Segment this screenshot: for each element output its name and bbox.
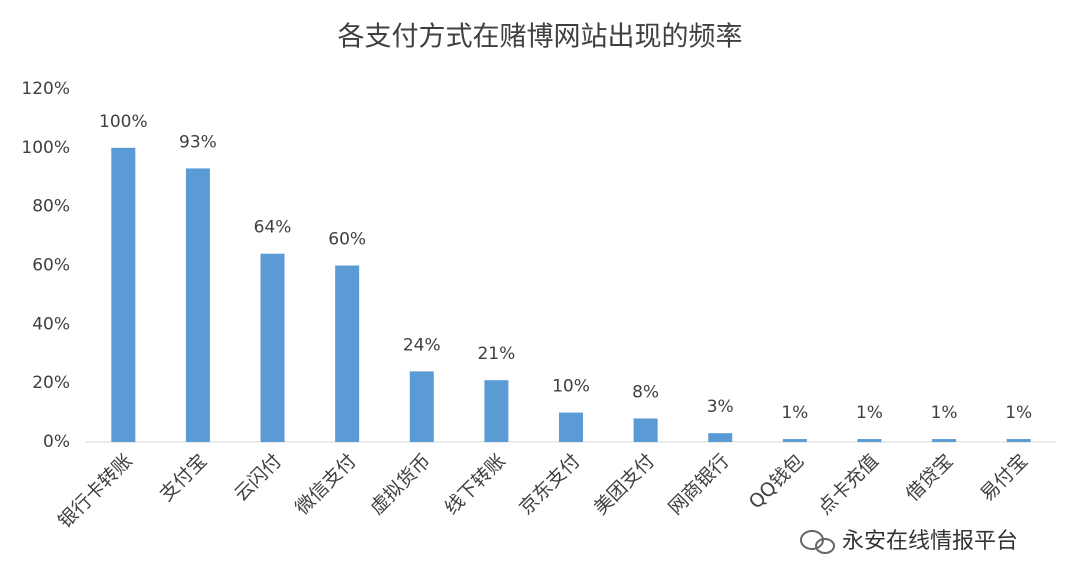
x-tick-label: 京东支付 <box>515 450 584 519</box>
x-tick-label: 线下转账 <box>441 450 510 519</box>
bar <box>559 412 583 442</box>
y-tick-label: 20% <box>32 373 70 393</box>
value-label: 8% <box>632 382 659 402</box>
value-label: 64% <box>254 218 292 238</box>
x-tick-label: 虚拟货币 <box>366 450 435 519</box>
bar <box>708 433 733 442</box>
x-tick-label: 网商银行 <box>664 450 733 519</box>
x-tick-label: QQ钱包 <box>745 450 809 514</box>
x-tick-label: 借贷宝 <box>902 450 958 506</box>
value-label: 24% <box>403 335 441 355</box>
bar <box>260 253 285 442</box>
value-label: 60% <box>328 230 366 250</box>
value-label: 3% <box>707 397 734 417</box>
bar <box>932 439 957 442</box>
bar <box>111 147 136 443</box>
value-label: 1% <box>1005 403 1032 423</box>
value-label: 93% <box>179 132 217 152</box>
bar <box>484 380 509 442</box>
y-tick-label: 100% <box>21 138 70 158</box>
value-label: 100% <box>99 112 148 132</box>
y-tick-label: 60% <box>32 256 70 276</box>
value-label: 10% <box>552 377 590 397</box>
bar <box>1006 439 1031 442</box>
chart-title: 各支付方式在赌博网站出现的频率 <box>338 22 743 53</box>
y-tick-label: 40% <box>32 314 70 334</box>
y-tick-label: 0% <box>43 432 70 452</box>
x-tick-label: 微信支付 <box>291 450 360 519</box>
bar <box>633 418 658 442</box>
x-tick-label: 点卡充值 <box>814 450 883 519</box>
value-label: 1% <box>781 403 808 423</box>
value-label: 1% <box>931 403 958 423</box>
y-tick-label: 120% <box>21 79 70 99</box>
x-tick-label: 银行卡转账 <box>54 450 137 533</box>
bar <box>409 371 434 442</box>
bar <box>335 265 360 442</box>
value-label: 21% <box>477 344 515 364</box>
bar <box>782 439 807 442</box>
y-tick-label: 80% <box>32 197 70 217</box>
bar <box>857 439 882 442</box>
x-tick-label: 云闪付 <box>230 450 286 506</box>
bar <box>185 168 210 443</box>
value-label: 1% <box>856 403 883 423</box>
x-tick-label: 支付宝 <box>155 450 211 506</box>
watermark: 永安在线情报平台 <box>842 529 1018 554</box>
x-tick-label: 美团支付 <box>590 450 659 519</box>
x-tick-label: 易付宝 <box>976 450 1032 506</box>
watermark-icon <box>800 530 835 554</box>
